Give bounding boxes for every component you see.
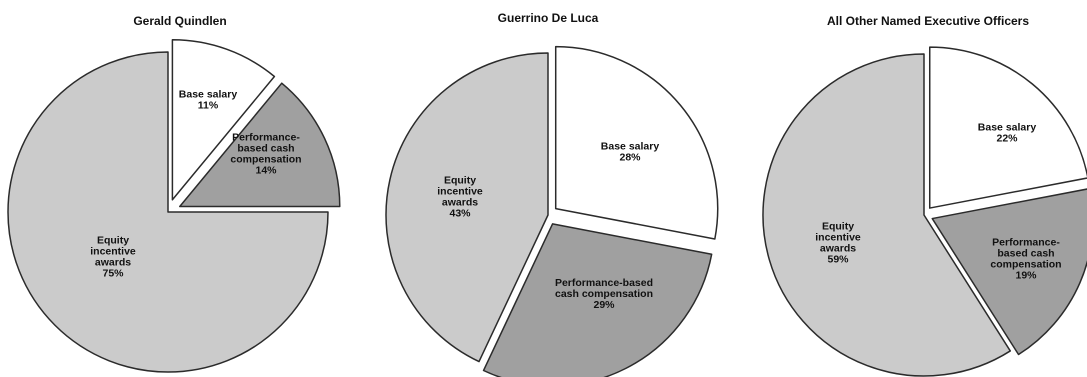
slice-label-line: Performance- — [992, 237, 1060, 249]
slice-label-line: based cash — [997, 248, 1054, 260]
pie-slice-base-salary — [554, 45, 719, 240]
slice-label-line: 29% — [593, 299, 615, 311]
slice-label-line: compensation — [230, 154, 301, 166]
slice-label-line: Base salary — [601, 141, 660, 153]
slice-label-line: incentive — [815, 232, 861, 244]
pie-slice-performance-based-cash-compensation — [931, 188, 1087, 356]
pie-chart-gerald-quindlen: Gerald Quindlen Base salary 11% Performanc… — [7, 14, 341, 373]
slice-label-line: incentive — [437, 186, 483, 198]
pie-slice-equity-incentive-awards — [7, 51, 329, 373]
pie-slice-equity-incentive-awards — [762, 53, 1012, 377]
pie-chart-guerrino-de-luca: Guerrino De Luca Base salary 28% Performan… — [385, 11, 719, 377]
slice-label: Base salary 28% — [601, 141, 660, 164]
slice-label-line: Base salary — [978, 122, 1037, 134]
slice-label: Equity incentive awards 43% — [437, 175, 483, 220]
slice-label-line: 28% — [619, 152, 641, 164]
pie-slice-performance-based-cash-compensation — [179, 82, 341, 208]
slice-label-line: 22% — [996, 133, 1018, 145]
slice-label-line: Equity — [97, 235, 129, 247]
chart-title: Gerald Quindlen — [133, 14, 226, 28]
pie-chart-other-executives: All Other Named Executive Officers Base … — [762, 14, 1087, 377]
slice-label-line: incentive — [90, 246, 136, 258]
slice-label: Performance-based cash compensation 14% — [230, 132, 301, 177]
slice-label-line: 43% — [449, 208, 471, 220]
slice-label: Equity incentive awards 75% — [90, 235, 136, 280]
slice-label-line: Equity — [444, 175, 476, 187]
chart-title: All Other Named Executive Officers — [827, 14, 1029, 28]
chart-title: Guerrino De Luca — [498, 11, 599, 25]
slice-label-line: Base salary — [179, 89, 238, 101]
slice-label-line: compensation — [990, 259, 1061, 271]
slice-label-line: awards — [442, 197, 478, 209]
pie-slice-base-salary — [171, 39, 276, 201]
pie-slice-equity-incentive-awards — [385, 52, 549, 363]
slice-label-line: 11% — [198, 100, 219, 112]
slice-label: Base salary 11% — [179, 89, 238, 112]
slice-label-line: 14% — [255, 165, 277, 177]
slice-label-line: 59% — [827, 254, 849, 266]
slice-label: Performance-based cash compensation 19% — [990, 237, 1061, 282]
slice-label-line: awards — [95, 257, 131, 269]
slice-label-line: cash compensation — [555, 288, 653, 300]
slice-label-line: Performance-based — [555, 277, 653, 289]
slice-label: Base salary 22% — [978, 122, 1037, 145]
pie-slice-base-salary — [928, 46, 1087, 209]
slice-label-line: 19% — [1015, 270, 1037, 282]
pie-slice-performance-based-cash-compensation — [482, 223, 713, 377]
slice-label: Performance-based cash compensation 29% — [555, 277, 653, 311]
slice-label: Equity incentive awards 59% — [815, 221, 861, 266]
slice-label-line: 75% — [102, 268, 124, 280]
slice-label-line: Performance- — [232, 132, 300, 144]
slice-label-line: awards — [820, 243, 856, 255]
slice-label-line: based cash — [237, 143, 294, 155]
slice-label-line: Equity — [822, 221, 854, 233]
